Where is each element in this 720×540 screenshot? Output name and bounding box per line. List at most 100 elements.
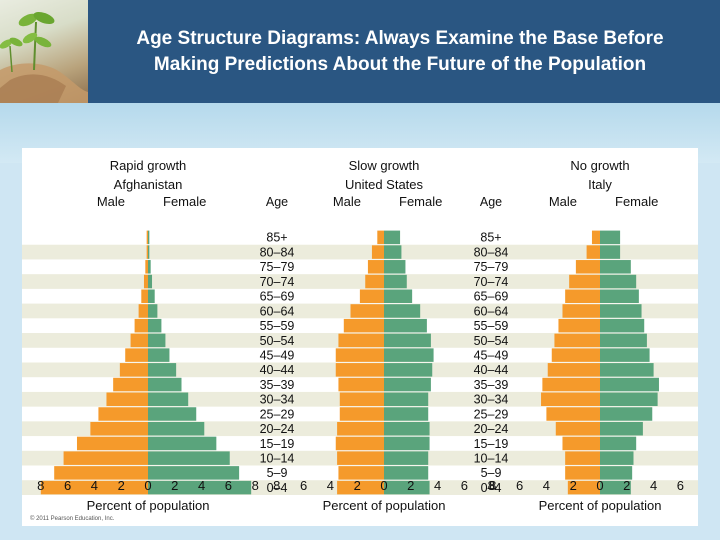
x-axis-label: Percent of population (323, 498, 446, 513)
female-bar-united-states (384, 274, 407, 289)
age-label: 55–59 (260, 319, 295, 333)
female-bar-afghanistan (148, 363, 177, 377)
page-title: Age Structure Diagrams: Always Examine t… (92, 26, 708, 78)
male-bar-united-states (337, 451, 384, 465)
male-bar-afghanistan (146, 230, 148, 245)
female-bar-afghanistan (148, 421, 205, 436)
male-bar-afghanistan (146, 245, 148, 259)
female-bar-italy (600, 466, 633, 480)
age-label: 65–69 (474, 290, 509, 304)
female-bar-united-states (384, 333, 431, 348)
row-stripe (22, 244, 698, 260)
age-label: 60–64 (260, 304, 295, 318)
male-bar-italy (575, 260, 600, 274)
age-label: 20–24 (260, 422, 295, 436)
female-bar-united-states (384, 436, 430, 451)
male-bar-afghanistan (145, 260, 148, 274)
male-bar-afghanistan (98, 407, 148, 421)
x-tick-label: 8 (489, 478, 496, 493)
title-line-1: Age Structure Diagrams: Always Examine t… (136, 28, 664, 49)
female-bar-italy (600, 318, 645, 333)
x-tick-label: 0 (144, 478, 151, 493)
male-label: Male (549, 194, 577, 209)
female-bar-italy (600, 333, 647, 348)
x-tick-label: 2 (118, 478, 125, 493)
male-bar-afghanistan (113, 377, 148, 392)
age-label: 25–29 (474, 407, 509, 421)
female-bar-afghanistan (148, 466, 240, 480)
male-bar-afghanistan (134, 318, 148, 333)
female-bar-united-states (384, 377, 431, 392)
female-bar-italy (600, 392, 658, 407)
male-bar-united-states (377, 230, 384, 245)
male-bar-united-states (337, 480, 384, 495)
female-bar-afghanistan (148, 377, 182, 392)
copyright-credit: © 2011 Pearson Education, Inc. (30, 516, 115, 522)
age-label: 5–9 (481, 466, 502, 480)
seedlings-photo (0, 0, 88, 103)
x-tick-label: 6 (461, 478, 468, 493)
chart-subtitle: No growth (570, 158, 629, 173)
female-bar-afghanistan (148, 436, 217, 451)
male-bar-italy (565, 289, 600, 303)
female-bar-italy (600, 348, 650, 362)
male-bar-afghanistan (138, 304, 148, 318)
female-bar-italy (600, 230, 621, 245)
male-bar-united-states (371, 245, 384, 259)
x-tick-label: 2 (407, 478, 414, 493)
x-tick-label: 6 (225, 478, 232, 493)
female-bar-united-states (384, 348, 434, 362)
male-bar-united-states (335, 363, 384, 377)
x-tick-label: 8 (252, 478, 259, 493)
age-label: 50–54 (260, 334, 295, 348)
age-label: 85+ (480, 231, 501, 245)
male-bar-united-states (338, 377, 384, 392)
female-label: Female (163, 194, 206, 209)
female-bar-afghanistan (148, 318, 162, 333)
female-bar-afghanistan (148, 274, 153, 289)
chart-subtitle: Slow growth (349, 158, 420, 173)
male-bar-afghanistan (119, 363, 148, 377)
male-bar-united-states (337, 421, 384, 436)
age-label: 10–14 (260, 452, 295, 466)
female-bar-afghanistan (148, 348, 170, 362)
male-bar-united-states (338, 466, 384, 480)
male-bar-afghanistan (63, 451, 148, 465)
female-bar-united-states (384, 392, 429, 407)
female-bar-italy (600, 407, 653, 421)
chart-title: Afghanistan (114, 177, 183, 192)
female-bar-united-states (384, 421, 430, 436)
age-pyramids-chart: Rapid growth Afghanistan Male Female 8 6 4 2 0 2 4… (22, 158, 698, 513)
female-bar-afghanistan (148, 407, 197, 421)
age-label: 0–4 (267, 481, 288, 495)
x-tick-label: 4 (543, 478, 550, 493)
female-bar-afghanistan (148, 289, 155, 303)
x-tick-label: 4 (434, 478, 441, 493)
male-bar-italy (554, 333, 600, 348)
age-label: 35–39 (260, 378, 295, 392)
male-bar-italy (565, 466, 600, 480)
female-bar-united-states (384, 260, 406, 274)
x-tick-label: 8 (37, 478, 44, 493)
age-label: 10–14 (474, 452, 509, 466)
female-label: Female (615, 194, 658, 209)
female-label: Female (399, 194, 442, 209)
x-tick-label: 2 (171, 478, 178, 493)
male-label: Male (333, 194, 361, 209)
male-bar-united-states (335, 436, 384, 451)
male-bar-italy (562, 436, 600, 451)
age-label: 50–54 (474, 334, 509, 348)
age-label: 75–79 (260, 260, 295, 274)
age-label: 40–44 (474, 363, 509, 377)
female-bar-italy (600, 260, 631, 274)
age-label: 25–29 (260, 407, 295, 421)
age-label: 35–39 (474, 378, 509, 392)
male-bar-united-states (359, 289, 384, 303)
female-bar-united-states (384, 363, 433, 377)
male-bar-united-states (365, 274, 384, 289)
x-tick-label: 0 (596, 478, 603, 493)
x-tick-label: 2 (354, 478, 361, 493)
female-bar-afghanistan (148, 480, 252, 495)
age-label: 45–49 (474, 348, 509, 362)
chart-title: United States (345, 177, 424, 192)
